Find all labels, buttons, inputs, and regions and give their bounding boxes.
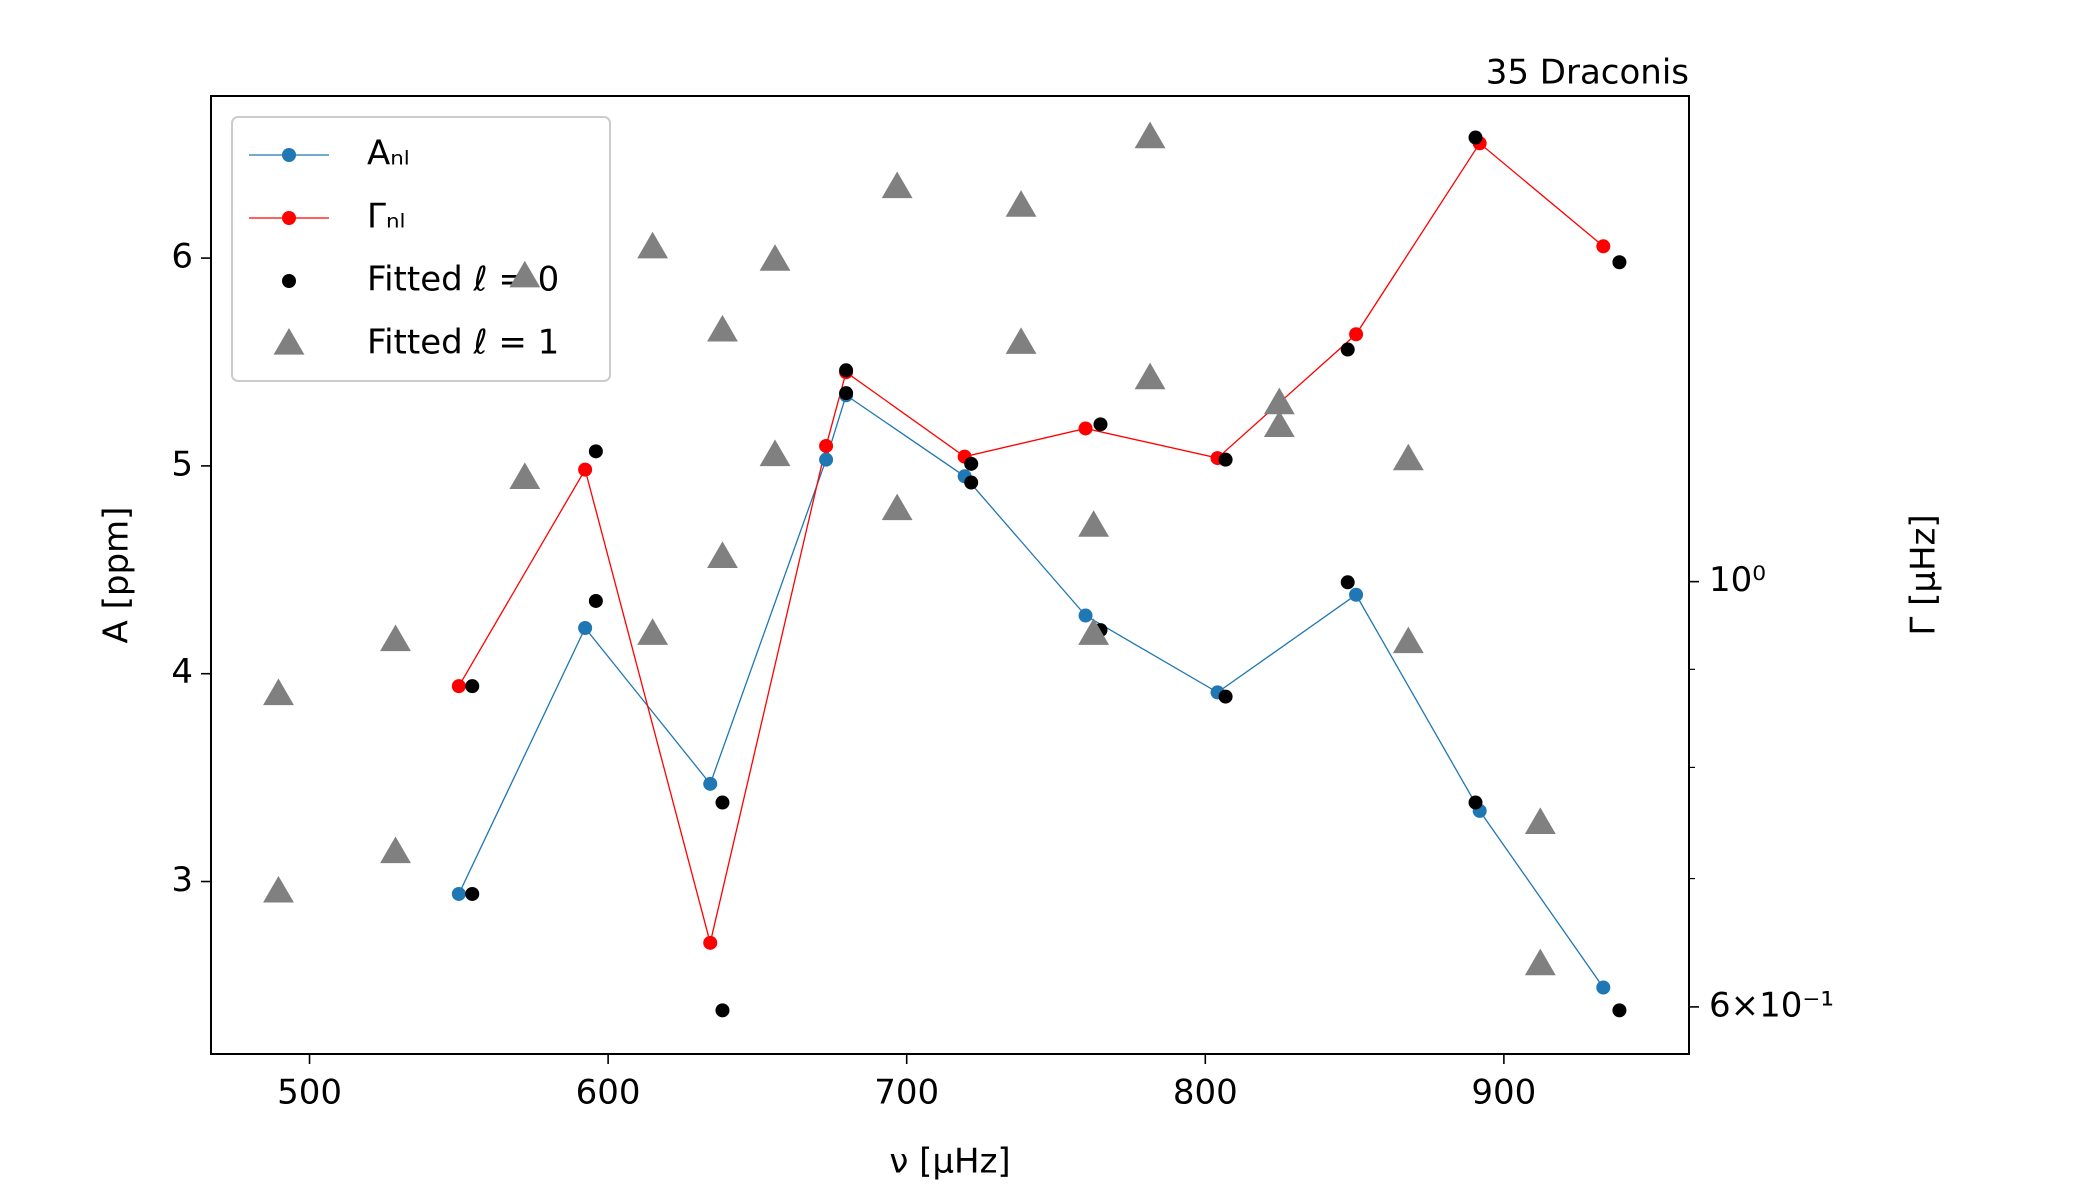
- triangle-point: [509, 462, 541, 490]
- triangle-point: [1005, 190, 1037, 217]
- triangle-point: [759, 244, 791, 271]
- plot-frame: [210, 95, 1690, 1055]
- point: [1093, 417, 1108, 432]
- x-tick-label: 600: [576, 1073, 641, 1113]
- x-tick-label: 800: [1173, 1073, 1238, 1113]
- point: [819, 452, 834, 467]
- point: [1218, 452, 1233, 467]
- y-axis-label: A [ppm]: [97, 507, 137, 644]
- x-tick-label: 900: [1471, 1073, 1536, 1113]
- y2-tick-label: 10⁰: [1709, 560, 1766, 600]
- point: [578, 620, 593, 635]
- point: [465, 886, 480, 901]
- point: [451, 679, 466, 694]
- legend-marker: [282, 148, 296, 162]
- y-tick-label: 5: [171, 444, 193, 484]
- legend-marker: [273, 328, 305, 355]
- point: [1612, 255, 1627, 270]
- point: [1596, 980, 1611, 995]
- triangle-point: [637, 231, 669, 259]
- point: [1078, 421, 1093, 436]
- y2-axis-label: Γ [μHz]: [1904, 514, 1944, 635]
- point: [1340, 575, 1355, 590]
- legend-frame: [231, 116, 611, 382]
- y2-tick-label: 6×10⁻¹: [1709, 985, 1834, 1025]
- point: [964, 475, 979, 490]
- point: [588, 444, 603, 459]
- triangle-point: [881, 493, 913, 521]
- point: [1468, 795, 1483, 810]
- point: [715, 795, 730, 810]
- point: [839, 363, 854, 378]
- point: [465, 679, 480, 694]
- point: [703, 935, 718, 950]
- triangle-point: [509, 260, 541, 288]
- point: [964, 456, 979, 471]
- triangle-point: [380, 624, 411, 652]
- point: [1596, 239, 1611, 254]
- legend-label: Γₙₗ: [367, 197, 405, 237]
- legend-label: Fitted ℓ = 1: [367, 323, 559, 363]
- triangle-point: [759, 439, 791, 467]
- triangle-point: [1392, 443, 1424, 471]
- triangle-point: [637, 618, 669, 645]
- point: [578, 462, 593, 477]
- legend-label: Aₙₗ: [367, 134, 409, 174]
- legend-marker: [282, 274, 296, 288]
- point: [1340, 342, 1355, 357]
- triangle-point: [1134, 362, 1166, 390]
- legend-marker: [282, 211, 296, 225]
- point: [451, 886, 466, 901]
- triangle-point: [707, 314, 738, 342]
- point: [1349, 587, 1364, 602]
- x-tick-label: 500: [277, 1073, 342, 1113]
- triangle-point: [1524, 948, 1556, 976]
- point: [588, 593, 603, 608]
- triangle-point: [1524, 807, 1556, 834]
- point: [819, 438, 834, 453]
- triangle-point: [1078, 618, 1110, 645]
- point: [1468, 130, 1483, 145]
- point: [1218, 689, 1233, 704]
- triangle-point: [1134, 121, 1166, 149]
- point: [703, 776, 718, 791]
- triangle-point: [1263, 410, 1295, 438]
- triangle-point: [263, 875, 294, 903]
- chart-title: 35 Draconis: [1486, 53, 1689, 93]
- point: [1078, 608, 1093, 623]
- x-tick-label: 700: [874, 1073, 939, 1113]
- y-tick-label: 3: [171, 860, 193, 900]
- y-tick-label: 4: [171, 652, 193, 692]
- triangle-point: [380, 836, 411, 864]
- triangle-point: [1078, 510, 1110, 537]
- point: [715, 1003, 730, 1018]
- y-tick-label: 6: [171, 237, 193, 277]
- point: [1612, 1003, 1627, 1018]
- triangle-point: [263, 678, 294, 706]
- triangle-point: [881, 171, 913, 199]
- point: [839, 386, 854, 401]
- triangle-point: [1392, 626, 1424, 654]
- point: [1349, 327, 1364, 342]
- triangle-point: [707, 541, 738, 568]
- triangle-point: [1263, 387, 1295, 415]
- x-axis-label: ν [μHz]: [889, 1142, 1010, 1182]
- triangle-point: [1005, 327, 1037, 354]
